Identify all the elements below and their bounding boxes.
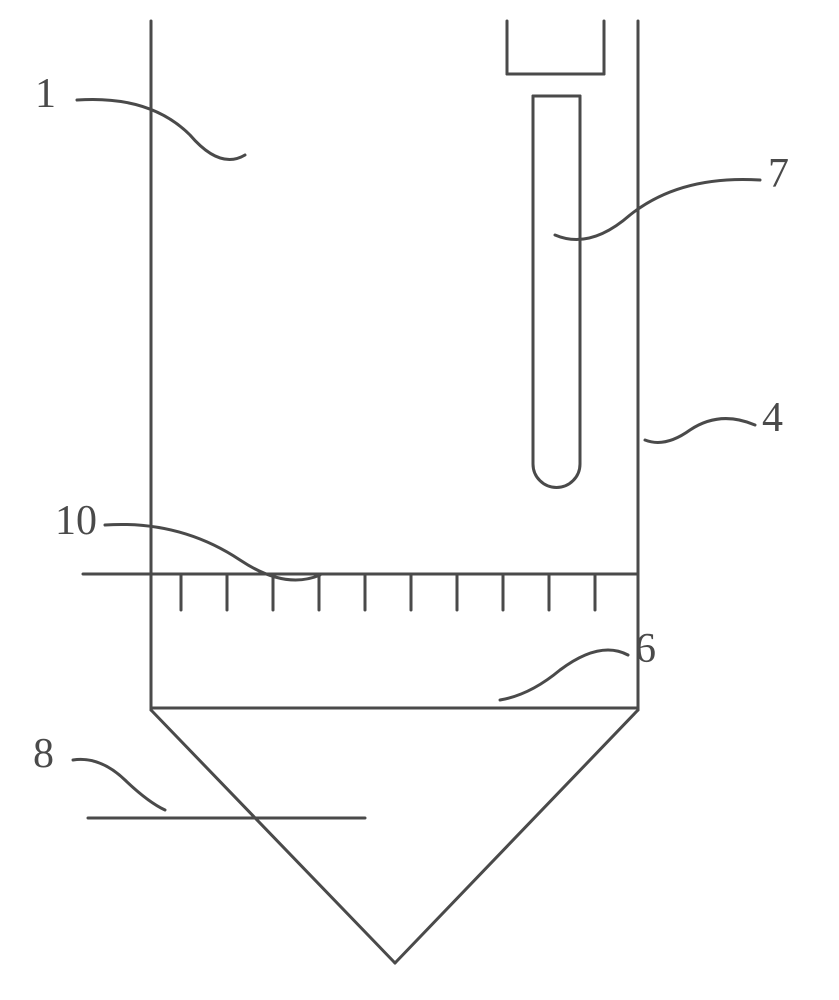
technical-diagram <box>0 0 839 1000</box>
label-6: 6 <box>635 625 656 673</box>
label-7: 7 <box>768 150 789 198</box>
label-1: 1 <box>35 70 56 118</box>
label-10: 10 <box>55 497 97 545</box>
label-4: 4 <box>762 394 783 442</box>
label-8: 8 <box>33 730 54 778</box>
